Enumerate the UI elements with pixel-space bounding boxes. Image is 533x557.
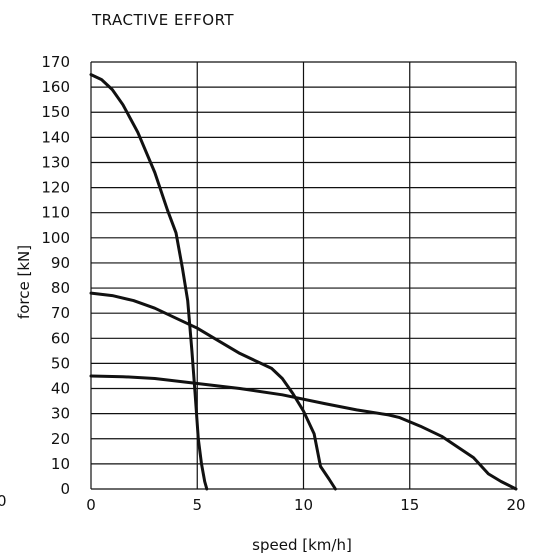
y-tick-label: 120 [41,179,70,197]
y-tick-label: 110 [41,204,70,222]
series-line-1 [89,73,209,491]
x-tick-label: 15 [400,496,419,514]
y-tick-label: 150 [41,103,70,121]
x-tick-label: 5 [192,496,202,514]
y-tick-label: 20 [51,430,70,448]
y-tick-label: 50 [51,354,70,372]
y-tick-label: 170 [41,53,70,71]
y-tick-label: 60 [51,329,70,347]
y-tick-labels: 0 10 20 30 40 50 60 70 80 90 100 110 120 130 140 150 160… [41,53,70,498]
y-tick-label: 30 [51,405,70,423]
x-tick-label: 0 [86,496,96,514]
series-line-2 [89,291,337,491]
y-tick-label: 10 [51,455,70,473]
x-axis-label: speed [km/h] [252,536,352,554]
y-tick-label: 70 [51,304,70,322]
x-tick-label: 10 [294,496,313,514]
y-tick-label: 100 [41,229,70,247]
y-tick-label: 40 [51,380,70,398]
x-tick-labels: 0 5 10 15 20 [86,496,525,514]
plot-grid [90,61,517,490]
series-line-3 [89,374,518,491]
y-tick-label: 140 [41,128,70,146]
x-tick-label: 20 [506,496,525,514]
series-lines [89,73,518,491]
y-tick-label: 0 [60,480,70,498]
chart-title: TRACTIVE EFFORT [92,11,235,29]
y-tick-label: 90 [51,254,70,272]
y-tick-label: 80 [51,279,70,297]
y-tick-label: 130 [41,153,70,171]
y-tick-label: 160 [41,78,70,96]
stray-origin-label: 0 [0,492,7,510]
